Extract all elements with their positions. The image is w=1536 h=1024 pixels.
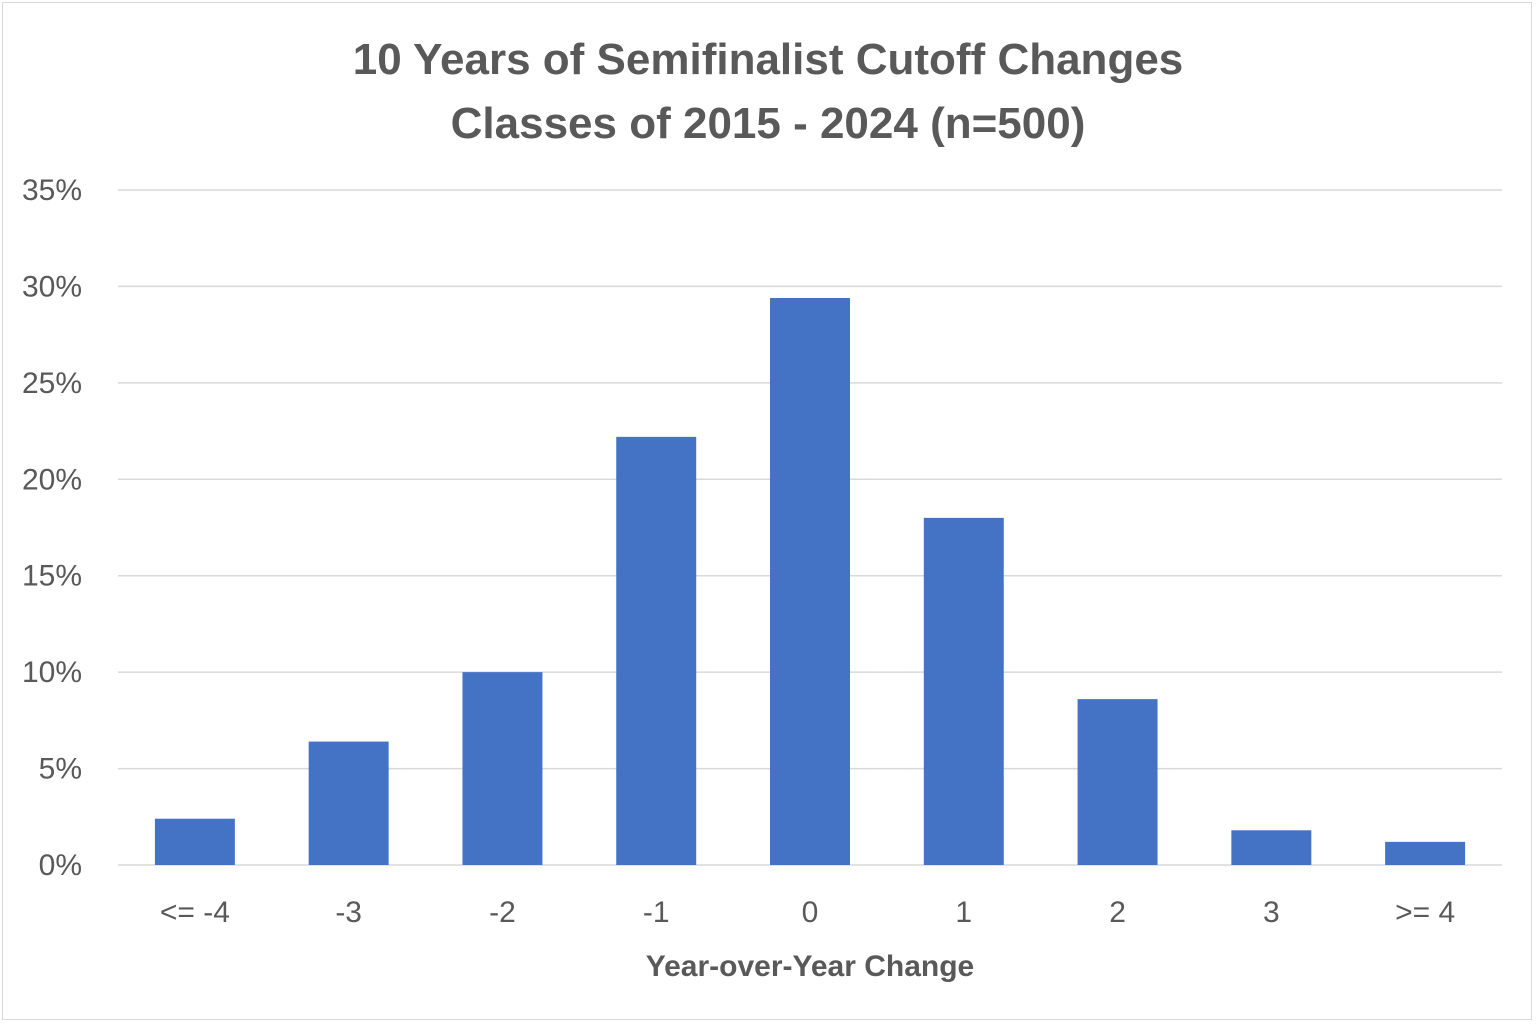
chart-title: 10 Years of Semifinalist Cutoff Changes … bbox=[0, 28, 1536, 156]
bar bbox=[308, 741, 389, 865]
y-tick-label: 10% bbox=[22, 656, 82, 689]
bar bbox=[923, 517, 1004, 865]
y-tick-label: 35% bbox=[22, 174, 82, 207]
bar bbox=[154, 818, 235, 865]
x-tick-label: 3 bbox=[1263, 896, 1280, 929]
x-tick-label: 1 bbox=[955, 896, 972, 929]
y-tick-label: 0% bbox=[39, 849, 82, 882]
bar bbox=[616, 436, 697, 865]
bar bbox=[1231, 830, 1312, 865]
bar bbox=[462, 672, 543, 865]
bar bbox=[770, 298, 850, 865]
x-tick-label: 0 bbox=[802, 896, 819, 929]
bar bbox=[1385, 841, 1466, 865]
x-axis-tick-labels: <= -4 -3 -2 -1 0 1 2 3 >= 4 bbox=[160, 896, 1455, 929]
x-tick-label: -1 bbox=[643, 896, 670, 929]
y-tick-label: 5% bbox=[39, 753, 82, 786]
x-tick-label: -3 bbox=[335, 896, 362, 929]
x-tick-label: >= 4 bbox=[1395, 896, 1455, 929]
y-axis-tick-labels: 0% 5% 10% 15% 20% 25% 30% 35% bbox=[22, 174, 82, 882]
x-tick-label: 2 bbox=[1109, 896, 1126, 929]
bar bbox=[1077, 699, 1158, 865]
bars bbox=[154, 298, 1466, 865]
y-tick-label: 25% bbox=[22, 367, 82, 400]
x-tick-label: <= -4 bbox=[160, 896, 230, 929]
chart-title-line-2: Classes of 2015 - 2024 (n=500) bbox=[450, 99, 1086, 148]
x-axis-title: Year-over-Year Change bbox=[646, 950, 975, 983]
y-tick-label: 20% bbox=[22, 463, 82, 496]
chart-title-line-1: 10 Years of Semifinalist Cutoff Changes bbox=[352, 35, 1184, 84]
x-tick-label: -2 bbox=[489, 896, 516, 929]
y-tick-label: 15% bbox=[22, 560, 82, 593]
y-tick-label: 30% bbox=[22, 270, 82, 303]
